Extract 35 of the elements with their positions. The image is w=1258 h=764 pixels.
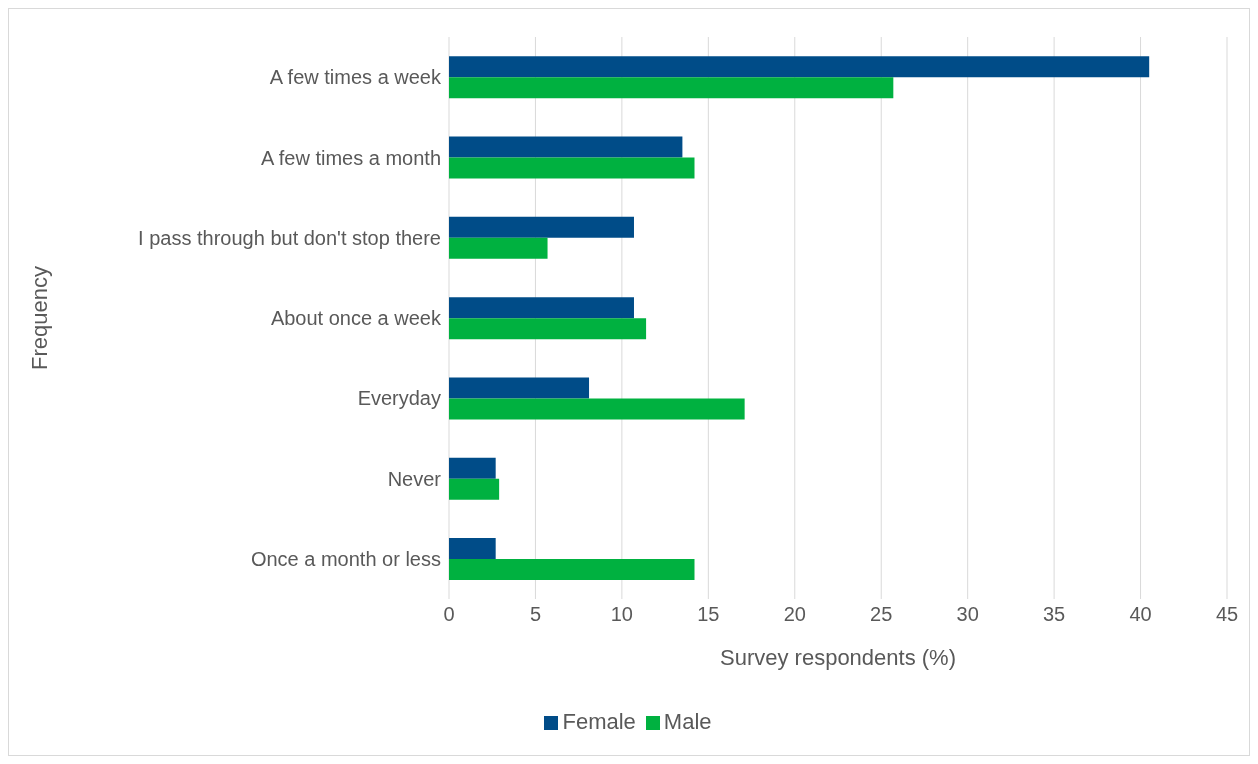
x-tick-label: 40 — [1129, 603, 1152, 626]
legend-label: Male — [663, 709, 712, 734]
y-tick-label: I pass through but don't stop there — [138, 226, 441, 249]
x-tick-label: 10 — [610, 603, 634, 626]
bar — [449, 56, 1150, 78]
x-tick-label: 20 — [783, 603, 806, 626]
x-tick-label: 25 — [870, 603, 893, 626]
y-tick-label: A few times a month — [260, 146, 441, 169]
bar — [449, 157, 695, 179]
x-tick-label: 5 — [529, 603, 542, 626]
x-tick-label: 45 — [1215, 603, 1239, 626]
y-tick-label: A few times a week — [269, 66, 442, 89]
x-axis-title: Survey respondents (%) — [720, 645, 956, 670]
y-tick-label: Once a month or less — [250, 547, 441, 570]
bar — [449, 377, 590, 399]
legend-label: Female — [562, 709, 636, 734]
bar — [449, 318, 647, 340]
bar — [449, 136, 683, 158]
bar — [449, 457, 496, 479]
x-tick-label: 35 — [1042, 603, 1066, 626]
y-tick-label: About once a week — [270, 307, 442, 330]
x-tick-label: 0 — [443, 603, 455, 626]
bar — [449, 558, 695, 580]
bar — [449, 237, 548, 259]
x-tick-label: 15 — [697, 603, 720, 626]
bar — [449, 77, 894, 99]
y-axis-title: Frequency — [26, 266, 52, 370]
x-tick-label: 30 — [956, 603, 979, 626]
y-tick-label: Never — [387, 467, 442, 490]
bar — [449, 537, 496, 559]
bar — [449, 297, 634, 319]
bar — [449, 478, 500, 500]
y-tick-label: Everyday — [357, 387, 441, 410]
bar — [449, 398, 745, 420]
bar — [449, 216, 634, 238]
